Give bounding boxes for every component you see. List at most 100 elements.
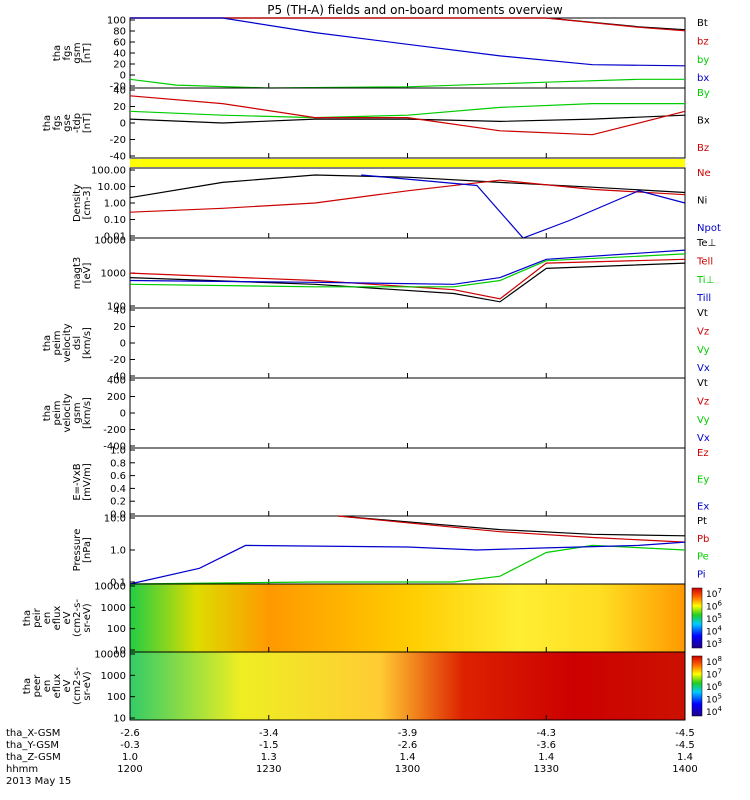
series-Pi	[129, 541, 686, 585]
y-tick-label: -20	[110, 135, 126, 146]
y-tick-label: -20	[110, 355, 126, 366]
legend-Vz: Vz	[697, 396, 709, 407]
y-tick-label: 0.6	[110, 471, 126, 482]
y-tick-label: 10	[113, 714, 126, 725]
y-axis-label: peir	[32, 607, 43, 627]
y-axis-label: tha	[22, 610, 33, 626]
y-tick-label: 1000	[101, 269, 126, 280]
y-tick-label: 0	[120, 339, 126, 350]
y-tick-label: 0.4	[110, 484, 126, 495]
y-tick-label: 100	[107, 16, 126, 27]
y-tick-label: 10000	[94, 650, 126, 661]
y-axis-label: Pressure	[72, 529, 83, 572]
legend-bz: bz	[697, 36, 709, 47]
y-axis-label: peim	[52, 330, 63, 355]
y-axis-label: gsm	[72, 42, 83, 63]
y-tick-label: 100	[107, 692, 126, 703]
y-axis-label: sr-eV)	[82, 671, 93, 700]
y-axis-label: [mV/m]	[82, 463, 93, 501]
footer-value: -3.9	[398, 728, 418, 739]
y-axis-label: magt3	[72, 257, 83, 290]
y-axis-label: tha	[42, 115, 53, 131]
panel-p8: 10.0 1.0 0.1 Pressure [nPa] Pt Pb Pe Pi	[72, 514, 709, 589]
y-axis-label: (cm2-s-	[72, 667, 83, 705]
ephemeris-footer: tha_X-GSM -2.6 -3.4 -3.9 -4.3 -4.5 tha_Y-GSM -0…	[6, 728, 698, 787]
spectrogram-p10	[130, 652, 685, 720]
y-axis-label: eflux	[52, 606, 63, 631]
y-axis-label: E=-VxB	[72, 463, 83, 500]
y-axis-label: fgs	[52, 115, 63, 130]
y-axis-label: [nT]	[82, 113, 93, 133]
series-Npot	[361, 174, 686, 239]
legend-Ez: Ez	[697, 448, 709, 459]
footer-value: 1.4	[538, 752, 554, 763]
y-axis-label: eflux	[52, 674, 63, 699]
y-axis-label: [cm-3]	[82, 186, 93, 219]
panel-frame	[129, 17, 686, 89]
y-tick-label: 0.1	[110, 578, 126, 589]
y-tick-label: 100.00	[91, 166, 126, 177]
y-tick-label: 0.0	[110, 510, 126, 521]
y-axis-label: velocity	[62, 393, 73, 432]
colorbar-tick: 108	[706, 655, 722, 668]
footer-value: 1230	[256, 764, 281, 775]
panel-frame	[129, 377, 686, 449]
colorbar-tick: 107	[706, 587, 722, 600]
y-tick-label: 1.0	[110, 446, 126, 457]
panel-frame	[129, 237, 686, 309]
colorbar-p10	[691, 655, 703, 717]
colorbar-tick: 104	[706, 625, 722, 638]
series-bz	[130, 17, 686, 32]
y-axis-label: [km/s]	[82, 397, 93, 429]
series-By	[129, 102, 685, 119]
footer-value: -4.5	[675, 740, 695, 751]
y-axis-label: eV	[62, 679, 73, 692]
legend-Ti⊥: Ti⊥	[696, 275, 714, 286]
legend-Ex: Ex	[697, 501, 709, 512]
footer-value: 1330	[534, 764, 559, 775]
footer-value: 1.3	[261, 752, 277, 763]
panel-p6: 400 200 0 -200 -400 tha peim velocity gsm [km/s] V…	[42, 376, 710, 453]
y-tick-label: -20	[110, 82, 126, 93]
legend-Vy: Vy	[697, 415, 710, 426]
panel-p5: 40 20 0 -20 -40 tha peim velocity dsl [km/s] Vt Vz V…	[42, 306, 710, 383]
y-axis-label: en	[42, 680, 53, 693]
y-axis-label: eV	[62, 611, 73, 624]
y-tick-label: 10000	[94, 236, 126, 247]
legend-by: by	[697, 55, 709, 66]
series-Pe	[129, 544, 686, 585]
y-tick-label: 80	[113, 27, 126, 38]
y-tick-label: 40	[113, 306, 126, 317]
legend-Vy: Vy	[697, 345, 710, 356]
y-tick-label: 0.8	[110, 458, 126, 469]
panel-p4: 10000 1000 100 magt3 [eV] Te⊥ Tell Ti⊥ Till	[72, 236, 716, 313]
legend-By: By	[697, 88, 710, 99]
footer-value: -2.6	[398, 740, 418, 751]
y-tick-label: 60	[113, 38, 126, 49]
y-axis-label: tha	[52, 45, 63, 61]
y-axis-label: (cm2-s-	[72, 599, 83, 637]
footer-value: 1.0	[122, 752, 138, 763]
series-Till	[129, 253, 686, 288]
colorbar-tick: 106	[706, 600, 722, 613]
y-tick-label: 20	[113, 60, 126, 71]
series-Tell	[129, 262, 686, 303]
y-axis-label: tha	[42, 405, 53, 421]
y-tick-label: 1.00	[104, 199, 126, 210]
y-tick-label: -40	[110, 372, 126, 383]
y-axis-label: peim	[52, 400, 63, 425]
footer-row-label: tha_Z-GSM	[6, 752, 61, 763]
y-tick-label: 10000	[94, 582, 126, 593]
colorbar-tick: 103	[706, 637, 722, 650]
y-axis-label: sr-eV)	[82, 603, 93, 632]
y-tick-label: 100	[107, 302, 126, 313]
legend-Bt: Bt	[697, 18, 708, 29]
legend-Vt: Vt	[697, 308, 708, 319]
legend-Bz: Bz	[697, 143, 709, 154]
footer-value: -3.6	[536, 740, 556, 751]
panel-p7: 1.00.8 0.6 0.4 0.2 0.0 E=-VxB [mV/m] Ez Ey Ex	[72, 446, 709, 521]
